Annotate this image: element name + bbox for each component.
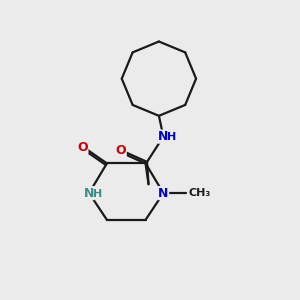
Text: O: O bbox=[116, 143, 126, 157]
Text: H: H bbox=[167, 132, 176, 142]
Text: N: N bbox=[84, 187, 94, 200]
Text: N: N bbox=[158, 187, 169, 200]
Text: H: H bbox=[93, 189, 102, 199]
Text: N: N bbox=[158, 130, 169, 143]
Text: O: O bbox=[77, 140, 88, 154]
Text: CH₃: CH₃ bbox=[188, 188, 210, 198]
